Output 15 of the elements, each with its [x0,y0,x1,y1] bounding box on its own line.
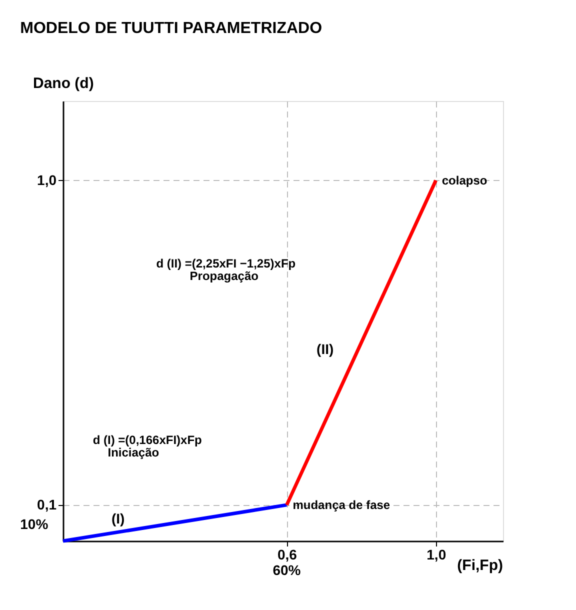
text: 10% [20,516,49,532]
annotation: mudança de fase [292,498,390,512]
x-axis-title: (Fi,Fp) [457,557,503,574]
annotation: d (I) =(0,166xFI)xFp [92,433,202,448]
annotation: colapso [442,173,488,188]
chart-title: MODELO DE TUUTTI PARAMETRIZADO [20,20,322,37]
y-axis-title: Dano (d) [33,75,94,92]
annotation: (I) [111,510,125,526]
annotation: Propagação [190,268,258,283]
annotation: d (II) =(2,25xFI −1,25)xFp [156,256,296,270]
annotation: (II) [316,340,334,357]
y-tick-label: 0,1 [37,496,57,512]
x-tick-label: 0,6 [277,546,298,562]
annotation: Iniciação [108,446,160,460]
text: 60% [272,562,302,578]
